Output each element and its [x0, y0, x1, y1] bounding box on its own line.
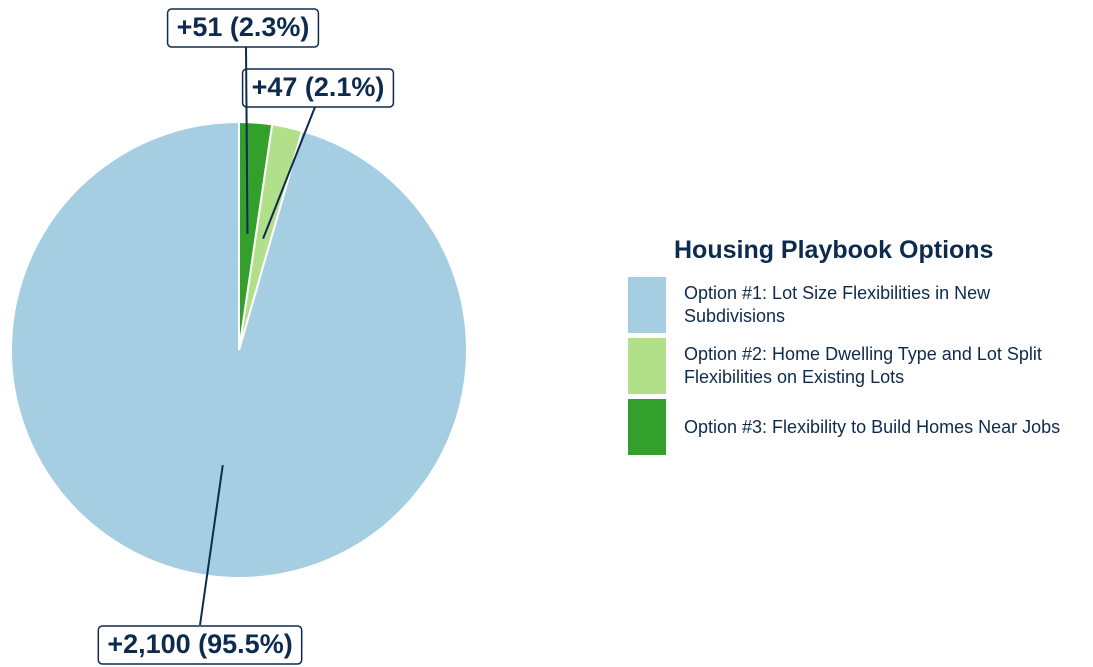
data-label: +2,100 (95.5%)	[107, 629, 292, 659]
legend-item: Option #2: Home Dwelling Type and Lot Sp…	[628, 338, 1093, 394]
leader-line	[262, 106, 316, 239]
data-label: +51 (2.3%)	[177, 12, 310, 42]
legend-label: Option #2: Home Dwelling Type and Lot Sp…	[684, 344, 1042, 387]
legend-swatch	[628, 399, 666, 455]
leader-line	[199, 465, 224, 626]
leader-line	[245, 45, 249, 235]
data-label: +47 (2.1%)	[252, 72, 385, 102]
legend-swatch	[628, 277, 666, 333]
slices	[10, 120, 468, 579]
label-box	[97, 625, 303, 665]
legend-label: Option #3: Flexibility to Build Homes Ne…	[684, 416, 1061, 437]
legend-title: Housing Playbook Options	[674, 236, 994, 264]
legend: Housing Playbook Options Option #1: Lot …	[628, 236, 1093, 460]
legend-swatch	[628, 338, 666, 394]
legend-item: Option #3: Flexibility to Build Homes Ne…	[628, 399, 1093, 455]
legend-item: Option #1: Lot Size Flexibilities in New…	[628, 277, 1093, 333]
label-box	[241, 68, 395, 108]
label-box	[166, 8, 320, 48]
legend-label: Option #1: Lot Size Flexibilities in New…	[684, 283, 991, 326]
